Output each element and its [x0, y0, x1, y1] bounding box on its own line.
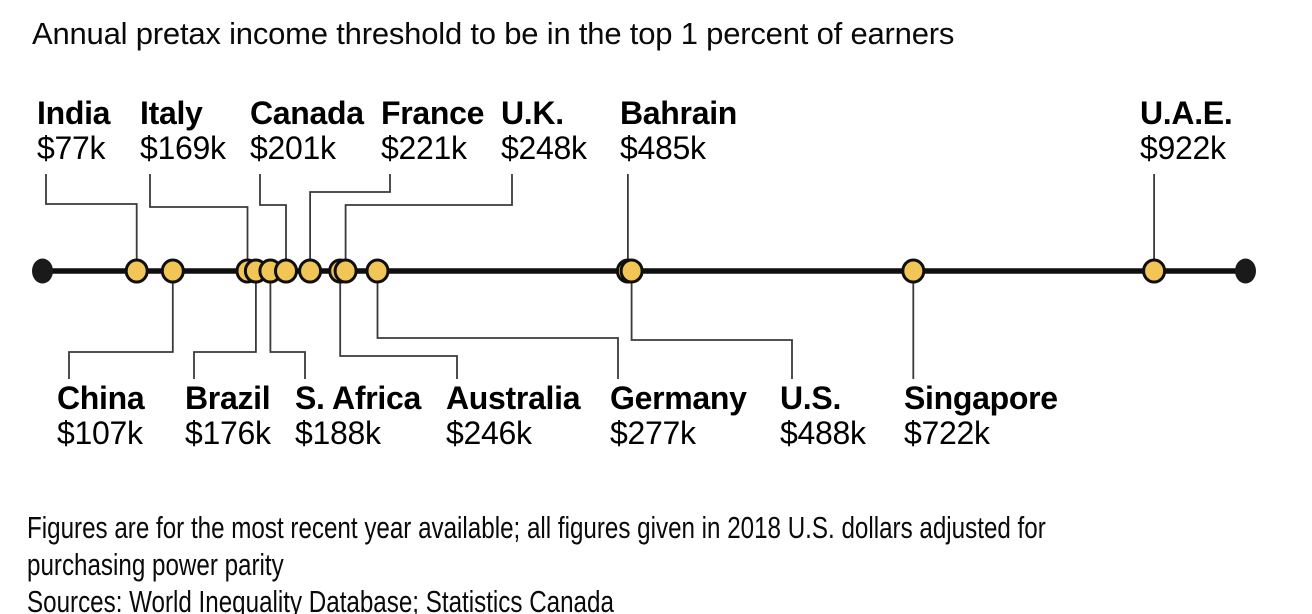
label-india: India $77k [37, 96, 110, 166]
leader-germany [376, 271, 619, 379]
footnote-line-1: Figures are for the most recent year ava… [27, 510, 1046, 545]
dot-u-s [619, 258, 644, 284]
country-value: $248k [501, 130, 587, 166]
dot-china [160, 258, 185, 284]
leader-france [309, 174, 391, 271]
country-value: $277k [610, 415, 696, 451]
country-name: Australia [446, 380, 581, 416]
label-australia: Australia $246k [446, 380, 581, 451]
footnote-line-2: purchasing power parity [27, 547, 284, 582]
leader-india [45, 174, 138, 271]
country-name: Italy [140, 95, 203, 131]
leader-s-africa [269, 271, 306, 379]
endpoint-dot-right [1235, 258, 1256, 284]
country-name: India [37, 95, 111, 131]
leader-brazil [193, 271, 257, 379]
country-value: $722k [904, 415, 990, 451]
label-brazil: Brazil $176k [185, 381, 271, 451]
country-value: $107k [57, 415, 143, 451]
dot-france [298, 258, 323, 284]
country-name: France [381, 95, 485, 131]
dot-u-a-e [1142, 258, 1167, 284]
dot-u-k [333, 258, 358, 284]
country-name: U.K. [501, 95, 564, 131]
label-u-k: U.K. $248k [501, 96, 587, 166]
leader-canada [259, 174, 287, 271]
dot-singapore [901, 258, 926, 284]
country-value: $488k [780, 415, 866, 451]
country-name: China [57, 380, 145, 416]
label-canada: Canada $201k [250, 96, 364, 166]
country-name: Canada [250, 95, 364, 131]
country-value: $188k [295, 415, 381, 451]
label-bahrain: Bahrain $485k [620, 96, 737, 166]
label-china: China $107k [57, 380, 145, 451]
sources-line: Sources: World Inequality Database; Stat… [27, 584, 614, 614]
dot-canada [274, 258, 298, 284]
dot-germany [365, 258, 390, 284]
label-singapore: Singapore $722k [904, 381, 1058, 451]
leader-australia [339, 271, 458, 379]
country-value: $77k [37, 130, 106, 166]
dot-india [124, 258, 149, 284]
country-value: $176k [185, 415, 271, 451]
label-france: France $221k [381, 96, 484, 166]
leader-italy [149, 174, 249, 271]
country-value: $922k [1140, 130, 1226, 166]
leader-china [68, 271, 174, 379]
label-germany: Germany $277k [610, 381, 747, 451]
leader-u-s [630, 271, 793, 379]
country-value: $246k [446, 415, 532, 451]
country-name: Singapore [904, 380, 1058, 416]
country-name: U.S. [780, 380, 842, 416]
country-value: $201k [250, 130, 336, 166]
country-name: Brazil [185, 380, 271, 416]
country-name: S. Africa [295, 380, 421, 416]
chart-title: Annual pretax income threshold to be in … [32, 16, 955, 51]
label-s-africa: S. Africa $188k [295, 381, 421, 451]
country-value: $221k [381, 130, 467, 166]
endpoint-dot-left [32, 258, 53, 284]
country-name: Bahrain [620, 95, 738, 131]
country-name: U.A.E. [1140, 95, 1233, 131]
country-value: $169k [140, 130, 226, 166]
country-name: Germany [610, 380, 747, 416]
footnote: Figures are for the most recent year ava… [27, 509, 1197, 614]
label-u-s: U.S. $488k [780, 381, 866, 451]
country-value: $485k [620, 130, 706, 166]
label-u-a-e: U.A.E. $922k [1140, 95, 1233, 166]
label-italy: Italy $169k [140, 96, 226, 166]
leader-u-k [344, 174, 513, 271]
